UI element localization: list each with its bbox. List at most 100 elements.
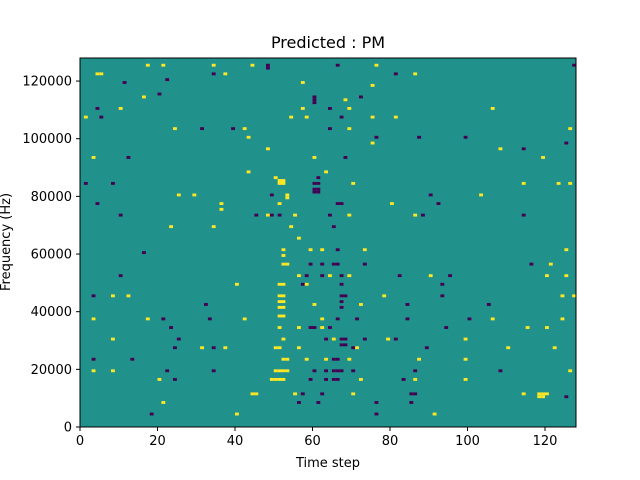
heatmap-cell-high	[281, 294, 286, 298]
heatmap-cell-low	[111, 181, 115, 185]
y-tick-label: 60000	[31, 248, 72, 263]
heatmap-cell-low	[440, 282, 445, 286]
heatmap-cell-high	[548, 262, 553, 266]
heatmap-cell-low	[126, 156, 131, 159]
heatmap-cell-high	[537, 392, 542, 396]
heatmap-cell-high	[560, 317, 565, 321]
heatmap-cell-high	[277, 181, 282, 185]
heatmap-cell-high	[297, 326, 301, 329]
heatmap-cell-low	[409, 392, 414, 396]
heatmap-cell-high	[320, 317, 325, 321]
plot-frame	[79, 57, 577, 428]
heatmap-cell-high	[347, 357, 352, 361]
heatmap-cell-low	[277, 213, 282, 217]
heatmap-cell-low	[343, 343, 348, 347]
heatmap-cell-low	[200, 127, 205, 131]
heatmap-cell-low	[312, 95, 317, 99]
heatmap-cell-low	[498, 369, 503, 373]
heatmap-cell-high	[277, 179, 282, 182]
heatmap-cell-low	[122, 81, 127, 84]
heatmap-cell-high	[355, 346, 360, 350]
heatmap-cell-low	[118, 274, 123, 278]
heatmap-cell-low	[173, 346, 177, 350]
heatmap-cell-low	[335, 357, 340, 361]
heatmap-cell-low	[211, 72, 216, 76]
heatmap-cell-low	[300, 392, 305, 396]
y-tick-label: 120000	[22, 75, 72, 90]
heatmap-cell-high	[304, 282, 309, 286]
heatmap-cell-low	[266, 63, 270, 67]
heatmap-cell-high	[266, 147, 270, 151]
heatmap-cell-low	[335, 262, 340, 266]
heatmap-cell-high	[328, 274, 332, 278]
heatmap-cell-low	[130, 357, 135, 361]
heatmap-cell-high	[428, 274, 433, 278]
heatmap-cell-high	[157, 377, 162, 381]
heatmap-cell-low	[572, 63, 577, 67]
heatmap-cell-low	[331, 225, 336, 229]
heatmap-cell-low	[331, 357, 336, 361]
heatmap-cell-high	[277, 377, 282, 381]
heatmap-cell-high	[300, 107, 305, 110]
heatmap-cell-high	[374, 63, 379, 67]
heatmap-cell-high	[417, 357, 422, 361]
y-tick-label: 20000	[31, 363, 72, 378]
heatmap-cell-high	[281, 248, 286, 252]
heatmap-cell-low	[176, 337, 181, 341]
heatmap-cell-high	[545, 274, 549, 278]
heatmap-cell-low	[359, 95, 363, 99]
heatmap-cell-low	[339, 274, 344, 278]
heatmap-cell-low	[335, 317, 340, 321]
heatmap-cell-low	[165, 369, 170, 373]
heatmap-cell-low	[331, 262, 336, 266]
heatmap-cell-high	[300, 81, 305, 84]
heatmap-cell-low	[83, 181, 88, 185]
heatmap-cell-low	[339, 337, 344, 341]
heatmap-cell-high	[173, 127, 177, 131]
heatmap-cell-low	[335, 377, 340, 381]
heatmap-cell-low	[521, 147, 526, 151]
heatmap-cell-low	[312, 369, 317, 373]
heatmap-cell-low	[331, 369, 336, 373]
heatmap-cell-high	[541, 392, 546, 396]
heatmap-cell-high	[254, 392, 259, 396]
heatmap-cell-high	[246, 170, 251, 174]
heatmap-cell-high	[297, 236, 301, 240]
heatmap-cell-high	[281, 314, 286, 318]
heatmap-cell-high	[118, 107, 123, 110]
heatmap-cell-high	[277, 294, 282, 298]
heatmap-cell-low	[529, 262, 534, 266]
heatmap-cell-high	[293, 213, 298, 217]
heatmap-cell-low	[211, 369, 216, 373]
heatmap-cell-high	[111, 337, 115, 341]
x-tick-label: 80	[382, 434, 399, 449]
heatmap-cell-high	[347, 213, 352, 217]
heatmap-cell-low	[444, 326, 449, 329]
heatmap-cell-high	[308, 248, 313, 252]
heatmap-cell-low	[328, 127, 332, 131]
heatmap-cell-low	[448, 274, 453, 278]
heatmap-cell-high	[463, 337, 468, 341]
y-tick-label: 80000	[31, 190, 72, 205]
heatmap-cell-high	[83, 115, 88, 119]
y-tick-label: 0	[64, 421, 72, 436]
heatmap-cell-low	[95, 202, 100, 206]
heatmap-cell-low	[339, 115, 344, 119]
heatmap-cell-low	[324, 377, 329, 381]
heatmap-cell-high	[192, 193, 197, 197]
heatmap-cell-high	[285, 193, 290, 197]
heatmap-cell-low	[157, 92, 162, 96]
heatmap-cell-low	[269, 193, 274, 197]
heatmap-cell-high	[413, 377, 418, 381]
heatmap-cell-high	[281, 181, 286, 185]
heatmap-cell-high	[250, 63, 255, 67]
heatmap-cell-low	[169, 326, 174, 329]
heatmap-cell-high	[285, 357, 290, 361]
heatmap-cell-low	[308, 326, 313, 329]
heatmap-cell-high	[320, 248, 325, 252]
heatmap-cell-low	[91, 357, 96, 361]
heatmap-cell-low	[320, 262, 325, 266]
heatmap-cell-low	[312, 187, 317, 191]
heatmap-cell-high	[281, 369, 286, 373]
heatmap-cell-low	[393, 72, 398, 76]
